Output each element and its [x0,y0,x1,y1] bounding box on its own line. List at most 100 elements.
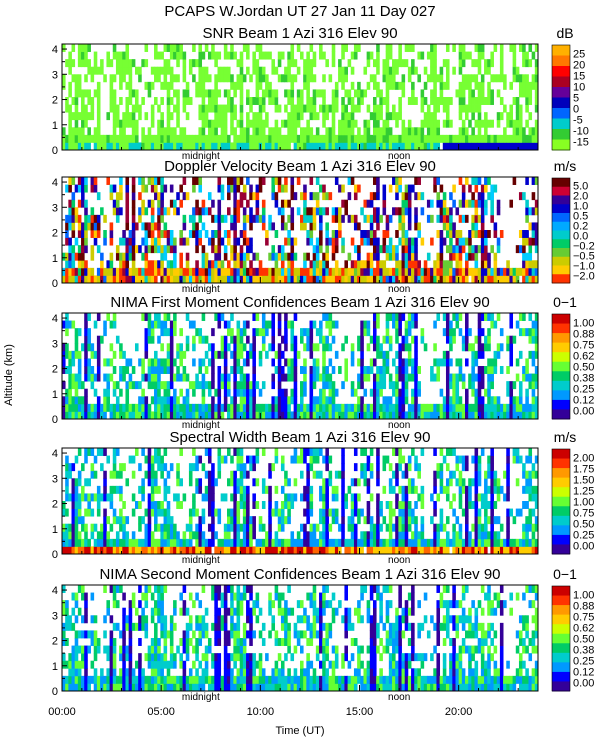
figure-x-axis-label: Time (UT) [275,725,324,737]
panel-2: Doppler Velocity Beam 1 Azi 316 Elev 90 m… [52,158,595,295]
y-tick-label: 2 [52,364,58,376]
colorbar-label: 15 [573,70,585,82]
colorbar-label: 0.12 [573,667,594,679]
colorbar-segment [552,662,570,673]
y-tick-label: 1 [52,253,58,265]
colorbar-label: 0.75 [573,611,594,623]
colorbar-segment [552,409,570,420]
y-tick-label: 3 [52,338,58,350]
y-tick-label: 0 [52,145,58,157]
x-tick-label: 15:00 [346,706,374,718]
colorbar-label: 1.00 [573,589,594,601]
colorbar-segment [552,66,570,77]
colorbar-label: 5.0 [573,181,588,193]
colorbar-label: 0.5 [573,211,588,223]
time-annotation: noon [388,284,410,295]
colorbar-segment [552,323,570,334]
colorbar-label: −0.2 [573,241,595,253]
y-tick-label: 4 [52,585,58,597]
colorbar-segment [552,76,570,88]
colorbar-label: -5 [573,115,583,127]
colorbar-label: 1.00 [573,497,594,509]
y-tick-label: 0 [52,549,58,561]
colorbar-label: 0.2 [573,221,588,233]
y-tick-label: 3 [52,69,58,81]
colorbar-segment [552,248,570,258]
colorbar-label: 0.12 [573,395,594,407]
y-tick-label: 1 [52,524,58,536]
colorbar-label: 1.00 [573,317,594,329]
colorbar-label: 0.75 [573,339,594,351]
colorbar-segment [552,342,570,353]
colorbar-segment [552,633,570,644]
colorbar-segment [552,468,570,479]
panel-3: NIMA First Moment Confidences Beam 1 Azi… [52,294,595,431]
colorbar-frame [551,44,571,151]
colorbar-segment [552,595,570,606]
y-tick-label: 2 [52,499,58,511]
colorbar-segment [552,314,570,325]
colorbar-label: −2.0 [573,271,595,283]
colorbar-segment [552,380,570,391]
y-tick-label: 2 [52,95,58,107]
colorbar-label: 0.50 [573,519,594,531]
colorbar-label: 10 [573,81,585,93]
colorbar-frame [551,585,571,692]
colorbar-segment [552,534,570,545]
colorbar-label: 1.25 [573,485,594,497]
panel-unit: 0−1 [553,294,577,310]
colorbar-label: 1.0 [573,201,588,213]
time-annotation: midnight [182,284,220,295]
time-annotation: midnight [182,420,220,431]
colorbar-segment [552,139,570,151]
figure-title: PCAPS W.Jordan UT 27 Jan 11 Day 027 [164,3,435,20]
y-tick-label: 1 [52,661,58,673]
colorbar-label: 0.25 [573,384,594,396]
colorbar-label: 0.38 [573,373,594,385]
heatmap-field [62,448,539,555]
colorbar-segment [552,239,570,249]
colorbar-segment [552,361,570,372]
colorbar-frame [551,177,571,284]
y-tick-label: 3 [52,202,58,214]
colorbar-segment [552,371,570,382]
colorbar-segment [552,614,570,625]
colorbar-segment [552,118,570,130]
x-tick-label: 05:00 [147,706,175,718]
colorbar-segment [552,186,570,196]
colorbar-label: -10 [573,126,589,138]
y-tick-label: 3 [52,473,58,485]
y-tick-label: 1 [52,120,58,132]
colorbar-segment [552,129,570,140]
colorbar-label: 0.00 [573,406,594,418]
panel-title: Doppler Velocity Beam 1 Azi 316 Elev 90 [164,158,436,175]
panel-title: NIMA First Moment Confidences Beam 1 Azi… [110,294,489,311]
colorbar-label: 2.00 [573,452,594,464]
panel-4: Spectral Width Beam 1 Azi 316 Elev 90 m/s… [52,429,595,566]
colorbar-label: 20 [573,59,585,71]
y-tick-label: 4 [52,313,58,325]
colorbar-label: 0.38 [573,645,594,657]
colorbar-segment [552,487,570,498]
colorbar-segment [552,390,570,401]
colorbar: 1.000.880.750.620.500.380.250.120.00 [551,585,594,692]
colorbar-segment [552,221,570,231]
colorbar-label: 1.50 [573,474,594,486]
time-annotation: midnight [182,692,220,703]
colorbar-segment [552,586,570,597]
colorbar-label: 25 [573,48,585,60]
colorbar-label: 5 [573,93,579,105]
colorbar-segment [552,525,570,536]
y-tick-label: 1 [52,389,58,401]
colorbar-label: -15 [573,137,589,149]
colorbar-segment [552,204,570,214]
colorbar-segment [552,230,570,240]
y-tick-label: 0 [52,414,58,426]
colorbar-segment [552,643,570,654]
colorbar-segment [552,652,570,663]
y-tick-label: 2 [52,228,58,240]
time-annotation: noon [388,555,410,566]
panel-unit: dB [556,25,573,41]
colorbar-segment [552,97,570,109]
